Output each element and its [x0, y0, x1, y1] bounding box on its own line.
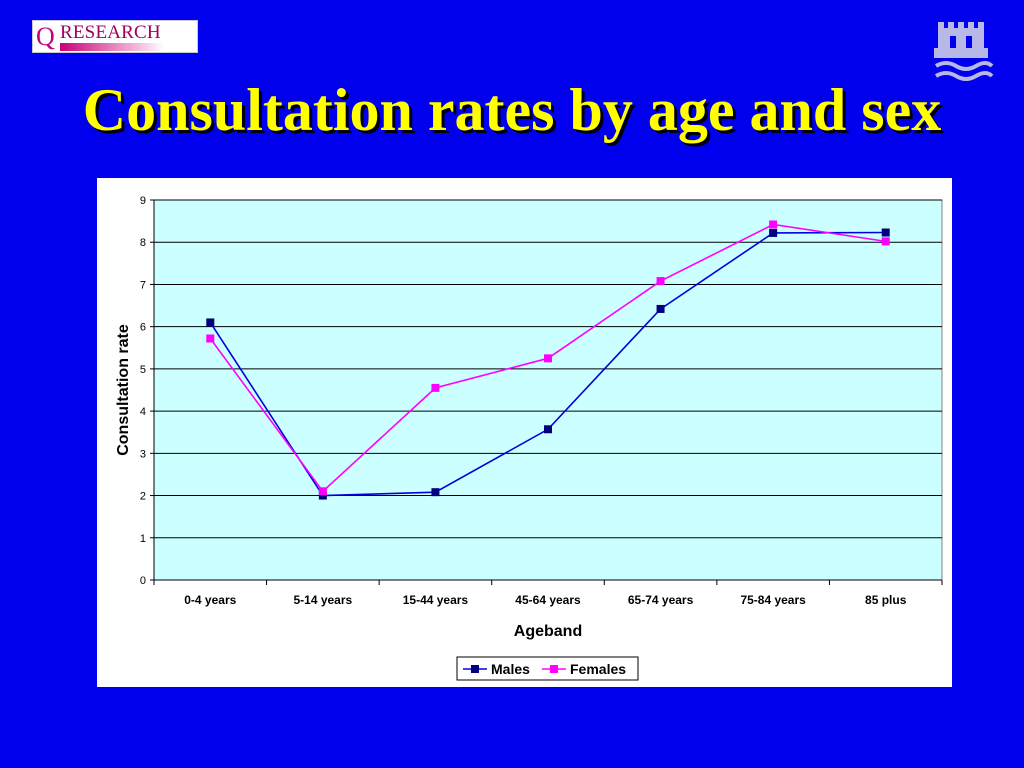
- x-tick-label: 15-44 years: [403, 593, 469, 607]
- series-males: [206, 228, 890, 500]
- university-crest-icon: [934, 22, 994, 81]
- males-point: [206, 318, 215, 327]
- line-chart: 0 1 2 3 4 5 6 7 8 9 0-4 years 5-14 years 15-44 year…: [115, 195, 943, 681]
- y-tick-label: 9: [140, 195, 146, 207]
- logo-q: Q: [36, 22, 55, 51]
- y-tick-label: 2: [140, 491, 146, 503]
- y-tick-label: 0: [140, 575, 146, 587]
- y-axis-title: Consultation rate: [115, 324, 132, 456]
- gridlines: [154, 199, 942, 539]
- y-tick-labels: 0 1 2 3 4 5 6 7 8 9: [140, 195, 146, 587]
- logo-gradient-strip: [60, 43, 164, 51]
- axes: [150, 199, 943, 585]
- males-point: [318, 491, 327, 500]
- females-point: [656, 277, 665, 286]
- x-tick-label: 65-74 years: [628, 593, 694, 607]
- females-point: [431, 383, 440, 392]
- y-tick-label: 1: [140, 533, 146, 545]
- females-point: [881, 237, 890, 246]
- legend-item-females: Females: [542, 661, 626, 677]
- legend-label: Females: [570, 661, 626, 677]
- page-title: Consultation rates by age and sex: [82, 77, 942, 143]
- x-tick-label: 85 plus: [865, 593, 907, 607]
- x-tick-label: 0-4 years: [184, 593, 236, 607]
- legend-label: Males: [491, 661, 530, 677]
- y-tick-label: 6: [140, 322, 146, 334]
- y-tick-label: 3: [140, 448, 146, 460]
- legend-marker: [550, 665, 558, 673]
- males-point: [656, 304, 665, 313]
- legend: Males Females: [456, 656, 639, 681]
- x-tick-labels: 0-4 years 5-14 years 15-44 years 45-64 year…: [184, 593, 906, 607]
- legend-item-males: Males: [463, 661, 530, 677]
- females-point: [206, 334, 215, 343]
- females-point: [769, 220, 778, 229]
- chart-panel: 0 1 2 3 4 5 6 7 8 9 0-4 years 5-14 years 15-44 year…: [97, 178, 952, 687]
- series-lines: [206, 220, 890, 500]
- y-tick-label: 8: [140, 237, 146, 249]
- legend-marker: [471, 665, 479, 673]
- males-point: [881, 228, 890, 237]
- males-point: [544, 425, 552, 434]
- series-females: [206, 220, 890, 496]
- y-tick-label: 7: [140, 279, 146, 291]
- males-point: [431, 488, 440, 497]
- y-tick-label: 5: [140, 364, 146, 376]
- females-point: [544, 354, 552, 363]
- logo-word: RESEARCH: [60, 22, 161, 43]
- qresearch-logo: Q RESEARCH: [32, 20, 198, 53]
- x-tick-label: 45-64 years: [515, 593, 581, 607]
- x-axis-title: Ageband: [514, 623, 582, 640]
- plot-area: [153, 199, 943, 581]
- x-tick-label: 75-84 years: [740, 593, 806, 607]
- x-tick-label: 5-14 years: [293, 593, 352, 607]
- females-point: [318, 487, 327, 496]
- males-point: [769, 228, 778, 237]
- y-tick-label: 4: [140, 406, 146, 418]
